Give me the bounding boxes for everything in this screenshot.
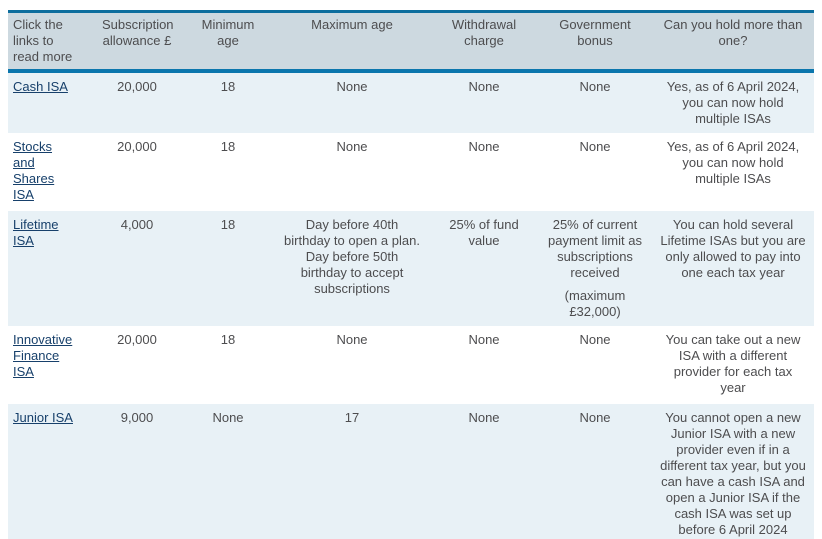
cell-link: Cash ISA [8,71,92,133]
cell-government-bonus: None [579,139,611,154]
cell-government-bonus: None [579,410,611,425]
header-links: Click the links to read more [8,11,92,73]
cell-link: Junior ISA [8,404,92,539]
table-row-junior-isa: Junior ISA 9,000 None 17 None None You c… [8,404,814,539]
cell-government-bonus: None [579,332,611,347]
lifetime-isa-link[interactable]: Lifetime ISA [13,217,59,248]
cell-subscription-allowance: 20,000 [117,332,157,347]
cell-government-bonus: None [579,79,611,94]
table-header-row: Click the links to read more Subscriptio… [8,11,814,73]
header-maximum-age: Maximum age [274,11,430,73]
government-bonus-text: 25% of current payment limit as subscrip… [548,217,642,280]
cell-hold-more: Yes, as of 6 April 2024, you can now hol… [666,139,800,186]
cell-subscription-allowance: 20,000 [117,139,157,154]
table-row-innovative-finance-isa: Innovative Finance ISA 20,000 18 None No… [8,326,814,404]
header-government-bonus: Government bonus [538,11,652,73]
table-row-stocks-shares-isa: Stocks and Shares ISA 20,000 18 None Non… [8,133,814,211]
header-subscription-allowance: Subscription allowance £ [92,11,182,73]
header-hold-more: Can you hold more than one? [652,11,814,73]
cell-minimum-age: 18 [220,79,236,94]
cell-link: Innovative Finance ISA [8,326,92,404]
cell-link: Lifetime ISA [8,211,92,326]
cell-subscription-allowance: 4,000 [120,217,154,232]
junior-isa-link[interactable]: Junior ISA [13,410,73,425]
stocks-and-shares-isa-link[interactable]: Stocks and Shares ISA [13,139,55,202]
cell-maximum-age: None [336,139,368,154]
cell-link: Stocks and Shares ISA [8,133,92,211]
cell-withdrawal-charge: None [468,410,500,425]
cell-withdrawal-charge: None [468,79,500,94]
government-bonus-note: (maximum £32,000) [564,288,626,319]
innovative-finance-isa-link[interactable]: Innovative Finance ISA [13,332,73,379]
cell-hold-more: You can take out a new ISA with a differ… [665,332,801,395]
header-withdrawal-charge: Withdrawal charge [430,11,538,73]
cell-maximum-age: Day before 40th birthday to open a plan.… [284,217,420,296]
cell-hold-more: Yes, as of 6 April 2024, you can now hol… [666,79,800,126]
cell-minimum-age: 18 [220,139,236,154]
cell-subscription-allowance: 9,000 [120,410,154,425]
cell-maximum-age: 17 [344,410,360,425]
cell-government-bonus: 25% of current payment limit as subscrip… [538,211,652,326]
cell-hold-more: You cannot open a new Junior ISA with a … [660,410,806,537]
cell-minimum-age: 18 [220,217,236,232]
cell-withdrawal-charge: None [468,332,500,347]
cell-maximum-age: None [336,79,368,94]
header-minimum-age: Minimum age [182,11,274,73]
table-row-cash-isa: Cash ISA 20,000 18 None None None Yes, a… [8,71,814,133]
cell-minimum-age: None [212,410,244,425]
cell-hold-more: You can hold several Lifetime ISAs but y… [660,217,806,280]
cell-subscription-allowance: 20,000 [117,79,157,94]
cell-maximum-age: None [336,332,368,347]
cell-minimum-age: 18 [220,332,236,347]
cash-isa-link[interactable]: Cash ISA [13,79,68,94]
cell-withdrawal-charge: None [468,139,500,154]
cell-withdrawal-charge: 25% of fund value [449,217,519,248]
table-row-lifetime-isa: Lifetime ISA 4,000 18 Day before 40th bi… [8,211,814,326]
isa-comparison-table: Click the links to read more Subscriptio… [8,10,814,539]
